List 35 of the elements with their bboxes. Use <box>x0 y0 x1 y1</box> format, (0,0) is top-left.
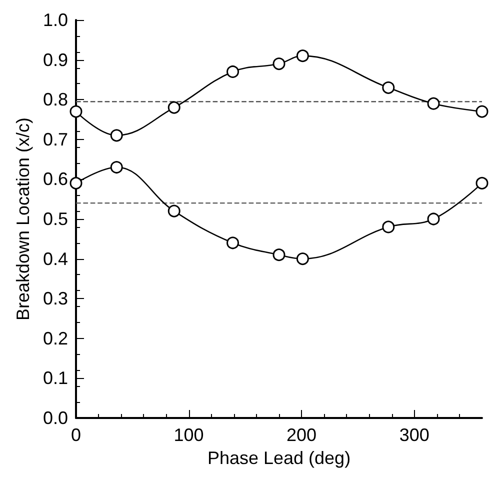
x-tick-label: 300 <box>399 425 430 445</box>
point <box>296 50 309 62</box>
point <box>70 176 82 190</box>
point <box>226 65 240 78</box>
y-tick-label: 1.0 <box>42 10 68 30</box>
x-tick-label: 200 <box>286 425 317 445</box>
point <box>168 204 180 218</box>
y-tick-label: 0.8 <box>42 90 68 110</box>
y-axis-title: Breakdown Location (x/c) <box>13 117 33 321</box>
point <box>296 252 309 266</box>
y-tick-label: 0.2 <box>42 328 68 348</box>
x-axis-title: Phase Lead (deg) <box>207 448 351 468</box>
point <box>70 105 82 118</box>
y-tick-label: 0.6 <box>42 169 68 190</box>
x-tick-label: 100 <box>174 425 204 445</box>
point <box>226 236 240 250</box>
point <box>168 101 180 114</box>
point <box>272 248 286 262</box>
point <box>476 105 488 118</box>
point <box>272 58 286 70</box>
point <box>110 129 123 142</box>
y-tick-label: 0.1 <box>42 368 68 388</box>
point <box>110 161 123 174</box>
point <box>427 212 440 226</box>
y-tick-label: 0.4 <box>42 248 68 269</box>
point <box>427 97 440 110</box>
point <box>382 81 395 94</box>
x-tick-label: 0 <box>70 425 82 445</box>
point <box>476 176 488 190</box>
point <box>382 220 395 234</box>
y-tick-label: 0.3 <box>42 288 68 309</box>
y-tick-label: 0.5 <box>42 209 68 229</box>
y-tick-label: 0.0 <box>42 408 68 428</box>
y-tick-label: 0.7 <box>42 129 68 150</box>
y-tick-label: 0.9 <box>42 50 68 70</box>
